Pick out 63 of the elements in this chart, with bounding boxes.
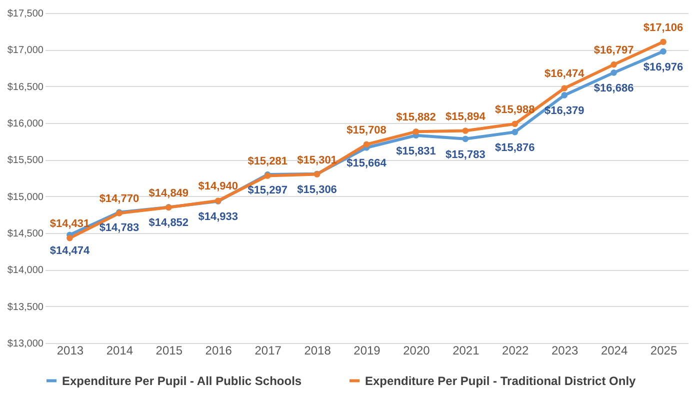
data-label: $14,933 <box>198 211 238 224</box>
data-label: $14,852 <box>148 217 189 230</box>
point <box>512 120 518 128</box>
data-label: $14,849 <box>148 187 189 200</box>
point <box>610 70 617 76</box>
x-tick-label: 2018 <box>304 344 332 358</box>
point <box>561 85 568 92</box>
y-tick-label: $15,500 <box>7 155 44 166</box>
data-label: $16,976 <box>643 61 684 74</box>
data-label: $16,474 <box>544 68 586 80</box>
data-label: $14,474 <box>50 244 90 257</box>
point <box>660 38 666 46</box>
x-tick-label: 2016 <box>205 344 232 358</box>
data-label: $14,431 <box>50 218 90 230</box>
data-label: $14,770 <box>99 193 140 206</box>
data-label: $15,297 <box>248 184 288 197</box>
y-tick-label: $14,000 <box>7 265 44 276</box>
data-label: $15,281 <box>248 156 288 168</box>
data-label: $15,708 <box>346 124 386 136</box>
x-tick-label: 2022 <box>502 344 530 358</box>
y-tick-label: $16,000 <box>7 118 44 130</box>
point <box>412 128 420 135</box>
data-label: $15,783 <box>446 148 486 161</box>
data-label: $14,783 <box>99 222 140 234</box>
point <box>66 234 73 242</box>
point <box>462 128 469 134</box>
point <box>462 136 469 142</box>
data-label: $14,940 <box>198 180 238 193</box>
data-label: $17,106 <box>643 22 684 34</box>
data-label: $16,379 <box>544 105 584 118</box>
point <box>561 92 568 98</box>
x-tick-label: 2025 <box>650 344 678 358</box>
x-tick-label: 2013 <box>56 344 84 358</box>
y-tick-label: $15,000 <box>7 192 44 203</box>
point <box>610 61 617 68</box>
y-tick-label: $13,500 <box>7 302 44 313</box>
data-label: $15,831 <box>396 145 436 158</box>
data-label: $16,686 <box>594 82 634 95</box>
x-tick-label: 2024 <box>600 344 628 358</box>
x-tick-label: 2014 <box>106 344 134 358</box>
x-tick-label: 2023 <box>551 344 579 358</box>
data-label: $15,306 <box>297 184 337 196</box>
legend-label: Expenditure Per Pupil - Traditional District Only <box>365 374 636 388</box>
data-label: $15,664 <box>346 158 388 170</box>
point <box>660 48 666 55</box>
y-tick-label: $17,500 <box>7 8 44 20</box>
x-tick-label: 2017 <box>254 344 282 358</box>
legend-label: Expenditure Per Pupil - All Public Schools <box>62 374 302 388</box>
x-tick-label: 2021 <box>452 344 480 358</box>
x-tick-label: 2015 <box>156 344 183 358</box>
y-tick-label: $13,000 <box>7 338 44 350</box>
y-tick-label: $14,500 <box>7 228 44 240</box>
x-tick-label: 2019 <box>354 344 381 358</box>
data-label: $15,894 <box>446 110 486 123</box>
data-label: $15,876 <box>495 142 535 154</box>
data-label: $15,301 <box>297 154 337 166</box>
data-label: $16,797 <box>594 44 634 57</box>
point <box>512 128 518 136</box>
x-tick-label: 2020 <box>403 344 430 358</box>
y-tick-label: $16,500 <box>7 82 44 93</box>
y-tick-label: $17,000 <box>7 45 44 56</box>
point <box>363 141 370 148</box>
data-label: $15,882 <box>396 112 436 124</box>
